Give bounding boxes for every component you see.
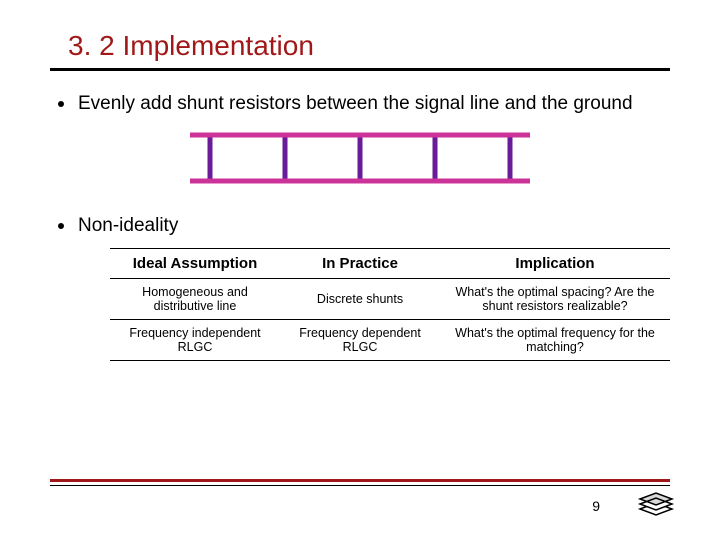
table-cell: Discrete shunts bbox=[280, 279, 440, 320]
table-cell: What's the optimal spacing? Are the shun… bbox=[440, 279, 670, 320]
slide: 3. 2 Implementation Evenly add shunt res… bbox=[0, 0, 720, 540]
logo-icon bbox=[636, 489, 676, 522]
title-underline bbox=[50, 68, 670, 71]
table-header-row: Ideal Assumption In Practice Implication bbox=[110, 249, 670, 279]
table-cell: Homogeneous and distributive line bbox=[110, 279, 280, 320]
bullet-dot-icon bbox=[58, 223, 64, 229]
bullet-dot-icon bbox=[58, 101, 64, 107]
table-header: In Practice bbox=[280, 249, 440, 279]
bullet-item: Non-ideality bbox=[50, 213, 670, 239]
transmission-line-diagram bbox=[50, 129, 670, 187]
table-cell: Frequency independent RLGC bbox=[110, 320, 280, 361]
table-cell: What's the optimal frequency for the mat… bbox=[440, 320, 670, 361]
footer-accent-line bbox=[50, 479, 670, 482]
slide-title: 3. 2 Implementation bbox=[68, 30, 670, 62]
bullet-item: Evenly add shunt resistors between the s… bbox=[50, 91, 670, 117]
bullet-text: Non-ideality bbox=[78, 213, 178, 239]
logo-svg bbox=[636, 489, 676, 517]
table-cell: Frequency dependent RLGC bbox=[280, 320, 440, 361]
table-header: Implication bbox=[440, 249, 670, 279]
page-number: 9 bbox=[592, 498, 600, 514]
table-row: Frequency independent RLGC Frequency dep… bbox=[110, 320, 670, 361]
footer-thin-line bbox=[50, 485, 670, 486]
nonideality-table: Ideal Assumption In Practice Implication… bbox=[110, 248, 670, 361]
table-header: Ideal Assumption bbox=[110, 249, 280, 279]
diagram-svg bbox=[190, 129, 530, 187]
bullet-text: Evenly add shunt resistors between the s… bbox=[78, 91, 633, 117]
table-row: Homogeneous and distributive line Discre… bbox=[110, 279, 670, 320]
